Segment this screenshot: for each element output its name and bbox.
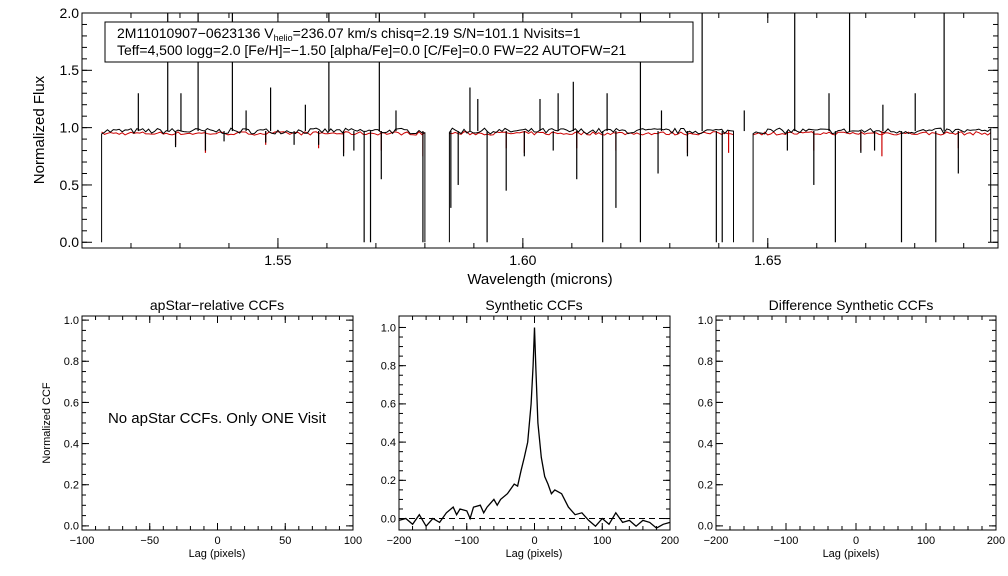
apstar-ccf-ticks: −100 −50 0 50 100 0.0 0.2 0.4 0.6 0.8 1.0: [64, 315, 362, 547]
synthetic-ccf-panel: Synthetic CCFs −200 −100 0 100 200 0.0 0.2 0.4 0…: [381, 297, 679, 560]
apstar-ccf-xtick-label: −50: [140, 535, 159, 547]
synthetic-ccf-xtick-label: 0: [531, 535, 537, 547]
apstar-ccf-xtick-label: −100: [70, 535, 95, 547]
diff-ccf-xlabel: Lag (pixels): [823, 548, 880, 560]
spectrum-ytick-label: 0.5: [60, 177, 80, 193]
observed-spectrum-chip: [101, 127, 426, 243]
synthetic-ccf-ytick-label: 0.6: [381, 399, 396, 411]
info-line-2: Teff=4,500 logg=2.0 [Fe/H]=−1.50 [alpha/…: [117, 42, 626, 58]
synthetic-ccf-ytick-label: 0.2: [381, 475, 396, 487]
spectrum-ylabel: Normalized Flux: [31, 75, 48, 184]
synthetic-ccf-frame: [398, 315, 671, 531]
diff-ccf-xtick-label: 0: [853, 535, 859, 547]
diff-ccf-frame: [715, 315, 997, 531]
synthetic-ccf-lines: [398, 327, 671, 529]
spectrum-xtick-label: 1.65: [754, 252, 781, 268]
spectrum-frame: [81, 12, 999, 249]
diff-ccf-xtick-label: −100: [774, 535, 799, 547]
synthetic-ccf-ytick-label: 0.8: [381, 361, 396, 373]
diff-ccf-xtick-label: −200: [704, 535, 729, 547]
diff-ccf-ticks: −200 −100 0 100 200 0.0 0.2 0.4 0.6 0.8 1.0: [698, 315, 1005, 547]
apstar-ccf-xtick-label: 50: [279, 535, 291, 547]
spectrum-ytick-label: 2.0: [60, 5, 80, 21]
apstar-ccf-title: apStar−relative CCFs: [150, 297, 284, 313]
synthetic-ccf-xlabel: Lag (pixels): [506, 548, 563, 560]
info-line-1: 2M11010907−0623136 Vhelio=236.07 km/s ch…: [117, 25, 581, 43]
diff-ccf-ytick-label: 0.0: [698, 521, 713, 533]
apstar-ccf-xlabel: Lag (pixels): [189, 548, 246, 560]
synthetic-ccf-ticks: −200 −100 0 100 200 0.0 0.2 0.4 0.6 0.8 1.0: [381, 316, 679, 547]
synthetic-ccf-ytick-label: 0.4: [381, 437, 396, 449]
observed-spectrum-chip: [752, 127, 992, 243]
spectrum-ytick-label: 0.0: [60, 234, 80, 250]
no-ccf-message: No apStar CCFs. Only ONE Visit: [108, 410, 327, 427]
spectrum-ticks: 1.55 1.60 1.65 0.0 0.5 1.0 1.5 2.0: [60, 5, 998, 268]
spectrum-lines: [101, 13, 992, 243]
spectrum-xlabel: Wavelength (microns): [467, 271, 612, 288]
apstar-ccf-ylabel: Normalized CCF: [41, 382, 53, 464]
observed-spectrum-chip: [448, 127, 734, 243]
apstar-ccf-ytick-label: 0.2: [64, 480, 79, 492]
synthetic-ccf-xtick-label: 100: [593, 535, 611, 547]
apstar-ccf-ytick-label: 0.8: [64, 356, 79, 368]
spectrum-xtick-label: 1.55: [264, 252, 291, 268]
diff-ccf-title: Difference Synthetic CCFs: [769, 297, 934, 313]
synthetic-ccf-title: Synthetic CCFs: [485, 297, 582, 313]
apstar-ccf-ytick-label: 1.0: [64, 315, 79, 327]
synthetic-ccf-ytick-label: 1.0: [381, 322, 396, 334]
apstar-ccf-ytick-label: 0.4: [64, 438, 79, 450]
info-box: [104, 21, 694, 63]
model-spectrum-chip: [101, 131, 426, 136]
spectrum-ytick-label: 1.0: [60, 120, 80, 136]
diff-ccf-xtick-label: 100: [917, 535, 935, 547]
diff-ccf-ytick-label: 0.4: [698, 438, 713, 450]
spectrum-xtick-label: 1.60: [509, 252, 536, 268]
model-spectrum-chip: [752, 131, 991, 136]
diff-ccf-ytick-label: 0.2: [698, 480, 713, 492]
apstar-ccf-ytick-label: 0.6: [64, 397, 79, 409]
synthetic-ccf-xtick-label: 200: [661, 535, 679, 547]
diff-ccf-panel: Difference Synthetic CCFs −200 −100 0 100 20…: [698, 297, 1005, 560]
apstar-ccf-xtick-label: 0: [214, 535, 220, 547]
apstar-ccf-panel: apStar−relative CCFs −100 −50 0 50 100 0.0 0.2…: [41, 297, 362, 560]
apstar-ccf-ytick-label: 0.0: [64, 521, 79, 533]
synthetic-ccf-line: [398, 327, 671, 529]
synthetic-ccf-xtick-label: −100: [454, 535, 479, 547]
diff-ccf-ytick-label: 1.0: [698, 315, 713, 327]
diff-ccf-ytick-label: 0.8: [698, 356, 713, 368]
diff-ccf-xtick-label: 200: [987, 535, 1005, 547]
synthetic-ccf-xtick-label: −200: [387, 535, 412, 547]
diff-ccf-ytick-label: 0.6: [698, 397, 713, 409]
apstar-ccf-xtick-label: 100: [344, 535, 362, 547]
spectrum-panel: 1.55 1.60 1.65 0.0 0.5 1.0 1.5 2.0 Wavelength (…: [31, 5, 999, 288]
synthetic-ccf-ytick-label: 0.0: [381, 513, 396, 525]
spectrum-ytick-label: 1.5: [60, 62, 80, 78]
